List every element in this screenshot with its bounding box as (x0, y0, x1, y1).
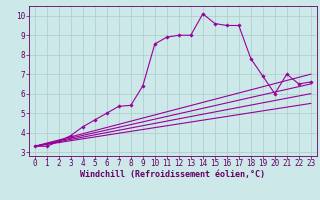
X-axis label: Windchill (Refroidissement éolien,°C): Windchill (Refroidissement éolien,°C) (80, 170, 265, 179)
